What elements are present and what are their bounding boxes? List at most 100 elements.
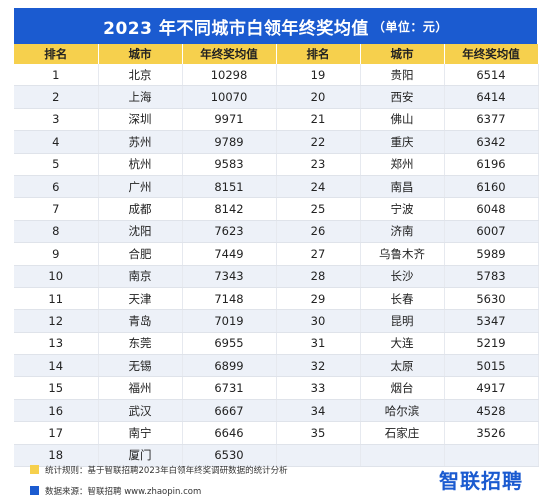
cell-value-left: 6667 (182, 399, 277, 423)
cell-rank-left: 10 (14, 265, 99, 288)
cell-rank-left: 16 (14, 399, 99, 423)
header-rank-right: 排名 (276, 44, 361, 64)
cell-rank-left: 1 (14, 64, 99, 87)
table-row: 8 沈阳 7623 26 济南 6007 (14, 220, 539, 244)
footer-note-source-text: 数据来源：智联招聘 www.zhaopin.com (45, 486, 202, 497)
cell-value-left: 6731 (182, 376, 277, 400)
zhaopin-logo: 智联招聘 (439, 469, 523, 493)
footer-note-rule-text: 统计规则：基于智联招聘2023年白领年终奖调研数据的统计分析 (45, 465, 288, 476)
cell-rank-left: 5 (14, 153, 99, 176)
table-row: 10 南京 7343 28 长沙 5783 (14, 265, 539, 288)
table-row: 18 厦门 6530 (14, 444, 539, 468)
cell-rank-right: 29 (276, 287, 361, 311)
cell-rank-left: 14 (14, 354, 99, 378)
cell-rank-left: 9 (14, 242, 99, 266)
table-row: 4 苏州 9789 22 重庆 6342 (14, 130, 539, 154)
cell-rank-right: 34 (276, 399, 361, 423)
cell-rank-right: 32 (276, 354, 361, 378)
cell-value-left: 9583 (182, 153, 277, 176)
cell-value-right: 3526 (444, 421, 539, 445)
cell-rank-left: 8 (14, 220, 99, 244)
cell-value-right (444, 444, 539, 468)
cell-rank-left: 4 (14, 130, 99, 154)
chart-title-bar: 2023 年不同城市白领年终奖均值 （单位：元） (14, 8, 537, 44)
cell-value-right: 4528 (444, 399, 539, 423)
table-frame: 2023 年不同城市白领年终奖均值 （单位：元） 排名 城市 年终奖均值 排名 … (14, 8, 539, 468)
cell-rank-left: 3 (14, 108, 99, 132)
footer: 统计规则：基于智联招聘2023年白领年终奖调研数据的统计分析 数据来源：智联招聘… (14, 462, 537, 500)
cell-value-right: 5783 (444, 265, 539, 288)
blue-square-icon (30, 486, 39, 495)
cell-city-right: 烟台 (360, 376, 445, 400)
cell-rank-left: 11 (14, 287, 99, 311)
cell-rank-right: 19 (276, 64, 361, 87)
cell-value-left: 9789 (182, 130, 277, 154)
cell-rank-right: 22 (276, 130, 361, 154)
cell-rank-left: 12 (14, 309, 99, 333)
cell-value-right: 5989 (444, 242, 539, 266)
cell-rank-right: 24 (276, 175, 361, 199)
cell-value-right: 6514 (444, 64, 539, 87)
cell-city-right: 宁波 (360, 197, 445, 221)
cell-city-right: 长沙 (360, 265, 445, 288)
table-row: 1 北京 10298 19 贵阳 6514 (14, 64, 539, 87)
cell-city-left: 天津 (98, 287, 183, 311)
cell-rank-right: 33 (276, 376, 361, 400)
cell-city-right (360, 444, 445, 468)
bonus-table: 排名 城市 年终奖均值 排名 城市 年终奖均值 1 北京 10298 19 贵阳 6514… (14, 44, 539, 468)
cell-value-right: 6160 (444, 175, 539, 199)
cell-value-left: 6646 (182, 421, 277, 445)
cell-value-left: 7623 (182, 220, 277, 244)
cell-city-left: 上海 (98, 85, 183, 109)
header-city-left: 城市 (98, 44, 183, 64)
cell-value-left: 9971 (182, 108, 277, 132)
cell-value-right: 5630 (444, 287, 539, 311)
cell-value-right: 6007 (444, 220, 539, 244)
table-row: 16 武汉 6667 34 哈尔滨 4528 (14, 399, 539, 423)
cell-value-right: 6414 (444, 85, 539, 109)
cell-city-right: 昆明 (360, 309, 445, 333)
table-row: 15 福州 6731 33 烟台 4917 (14, 376, 539, 400)
cell-city-left: 北京 (98, 64, 183, 87)
cell-city-left: 沈阳 (98, 220, 183, 244)
cell-city-left: 杭州 (98, 153, 183, 176)
cell-value-left: 10070 (182, 85, 277, 109)
cell-value-left: 7019 (182, 309, 277, 333)
cell-value-left: 6955 (182, 332, 277, 356)
cell-city-left: 南宁 (98, 421, 183, 445)
cell-city-right: 西安 (360, 85, 445, 109)
cell-value-left: 7343 (182, 265, 277, 288)
table-row: 12 青岛 7019 30 昆明 5347 (14, 309, 539, 333)
cell-value-left: 6530 (182, 444, 277, 468)
cell-city-right: 佛山 (360, 108, 445, 132)
cell-city-left: 深圳 (98, 108, 183, 132)
cell-city-right: 大连 (360, 332, 445, 356)
table-row: 17 南宁 6646 35 石家庄 3526 (14, 421, 539, 445)
cell-value-left: 10298 (182, 64, 277, 87)
cell-rank-left: 6 (14, 175, 99, 199)
table-row: 9 合肥 7449 27 乌鲁木齐 5989 (14, 242, 539, 266)
cell-city-right: 重庆 (360, 130, 445, 154)
table-row: 3 深圳 9971 21 佛山 6377 (14, 108, 539, 132)
cell-city-left: 南京 (98, 265, 183, 288)
header-city-right: 城市 (360, 44, 445, 64)
cell-city-left: 苏州 (98, 130, 183, 154)
table-row: 11 天津 7148 29 长春 5630 (14, 287, 539, 311)
cell-rank-right: 21 (276, 108, 361, 132)
footer-note-rule: 统计规则：基于智联招聘2023年白领年终奖调研数据的统计分析 (14, 462, 537, 477)
cell-rank-left: 15 (14, 376, 99, 400)
cell-rank-right: 35 (276, 421, 361, 445)
cell-rank-right (276, 444, 361, 468)
cell-value-right: 5347 (444, 309, 539, 333)
cell-city-left: 成都 (98, 197, 183, 221)
cell-city-right: 石家庄 (360, 421, 445, 445)
cell-rank-right: 30 (276, 309, 361, 333)
header-value-right: 年终奖均值 (444, 44, 539, 64)
cell-value-right: 6342 (444, 130, 539, 154)
table-row: 5 杭州 9583 23 郑州 6196 (14, 153, 539, 176)
cell-city-right: 郑州 (360, 153, 445, 176)
cell-rank-left: 7 (14, 197, 99, 221)
cell-value-left: 7449 (182, 242, 277, 266)
cell-rank-left: 17 (14, 421, 99, 445)
cell-rank-left: 2 (14, 85, 99, 109)
